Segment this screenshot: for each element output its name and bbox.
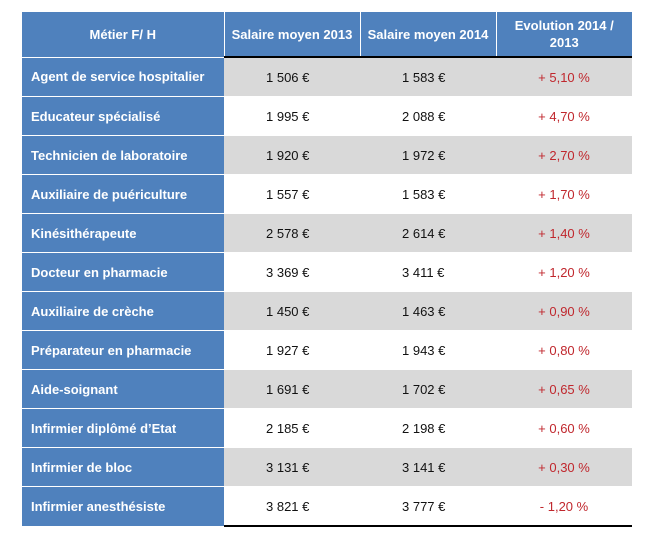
metier-cell: Technicien de laboratoire bbox=[22, 135, 224, 175]
evolution-cell: + 1,70 % bbox=[496, 174, 632, 214]
table-row: Kinésithérapeute 2 578 € 2 614 € + 1,40 … bbox=[22, 213, 632, 253]
salaire-2014-cell: 3 777 € bbox=[360, 486, 496, 527]
table-row: Infirmier de bloc 3 131 € 3 141 € + 0,30… bbox=[22, 447, 632, 487]
table-row: Docteur en pharmacie 3 369 € 3 411 € + 1… bbox=[22, 252, 632, 292]
metier-cell: Docteur en pharmacie bbox=[22, 252, 224, 292]
table-row: Infirmier anesthésiste 3 821 € 3 777 € -… bbox=[22, 486, 632, 527]
table-header-row: Métier F/ H Salaire moyen 2013 Salaire m… bbox=[22, 12, 632, 57]
salaire-2014-cell: 1 463 € bbox=[360, 291, 496, 331]
salaire-2013-cell: 1 450 € bbox=[224, 291, 360, 331]
salaire-2013-cell: 1 691 € bbox=[224, 369, 360, 409]
salaire-2013-cell: 3 369 € bbox=[224, 252, 360, 292]
evolution-cell: + 1,20 % bbox=[496, 252, 632, 292]
metier-cell: Aide-soignant bbox=[22, 369, 224, 409]
table-row: Aide-soignant 1 691 € 1 702 € + 0,65 % bbox=[22, 369, 632, 409]
salaire-2013-cell: 1 927 € bbox=[224, 330, 360, 370]
evolution-cell: + 2,70 % bbox=[496, 135, 632, 175]
table-row: Agent de service hospitalier 1 506 € 1 5… bbox=[22, 56, 632, 97]
evolution-cell: + 0,90 % bbox=[496, 291, 632, 331]
salary-table: Métier F/ H Salaire moyen 2013 Salaire m… bbox=[22, 12, 632, 527]
salaire-2013-cell: 1 920 € bbox=[224, 135, 360, 175]
metier-cell: Infirmier anesthésiste bbox=[22, 486, 224, 526]
salaire-2013-cell: 1 506 € bbox=[224, 56, 360, 97]
evolution-cell: + 0,80 % bbox=[496, 330, 632, 370]
salaire-2014-cell: 1 583 € bbox=[360, 56, 496, 97]
salaire-2013-cell: 2 185 € bbox=[224, 408, 360, 448]
salaire-2014-cell: 1 972 € bbox=[360, 135, 496, 175]
metier-cell: Auxiliaire de crèche bbox=[22, 291, 224, 331]
metier-cell: Infirmier de bloc bbox=[22, 447, 224, 487]
table-row: Infirmier diplômé d’Etat 2 185 € 2 198 €… bbox=[22, 408, 632, 448]
evolution-cell: + 0,30 % bbox=[496, 447, 632, 487]
header-metier: Métier F/ H bbox=[22, 12, 225, 57]
table-row: Auxiliaire de puériculture 1 557 € 1 583… bbox=[22, 174, 632, 214]
salaire-2013-cell: 3 821 € bbox=[224, 486, 360, 527]
metier-cell: Agent de service hospitalier bbox=[22, 56, 224, 97]
evolution-cell: + 0,60 % bbox=[496, 408, 632, 448]
table-row: Educateur spécialisé 1 995 € 2 088 € + 4… bbox=[22, 96, 632, 136]
salaire-2014-cell: 1 702 € bbox=[360, 369, 496, 409]
metier-cell: Auxiliaire de puériculture bbox=[22, 174, 224, 214]
table-row: Auxiliaire de crèche 1 450 € 1 463 € + 0… bbox=[22, 291, 632, 331]
salaire-2013-cell: 3 131 € bbox=[224, 447, 360, 487]
salaire-2014-cell: 3 141 € bbox=[360, 447, 496, 487]
metier-cell: Infirmier diplômé d’Etat bbox=[22, 408, 224, 448]
salaire-2014-cell: 2 614 € bbox=[360, 213, 496, 253]
header-salaire-2013: Salaire moyen 2013 bbox=[224, 12, 361, 57]
salaire-2013-cell: 1 995 € bbox=[224, 96, 360, 136]
salaire-2014-cell: 1 943 € bbox=[360, 330, 496, 370]
header-salaire-2014: Salaire moyen 2014 bbox=[360, 12, 497, 57]
evolution-cell: + 1,40 % bbox=[496, 213, 632, 253]
metier-cell: Kinésithérapeute bbox=[22, 213, 224, 253]
salaire-2013-cell: 1 557 € bbox=[224, 174, 360, 214]
header-evolution: Evolution 2014 / 2013 bbox=[496, 12, 632, 57]
salaire-2014-cell: 3 411 € bbox=[360, 252, 496, 292]
evolution-cell: - 1,20 % bbox=[496, 486, 632, 527]
evolution-cell: + 5,10 % bbox=[496, 56, 632, 97]
metier-cell: Préparateur en pharmacie bbox=[22, 330, 224, 370]
evolution-cell: + 0,65 % bbox=[496, 369, 632, 409]
metier-cell: Educateur spécialisé bbox=[22, 96, 224, 136]
salaire-2014-cell: 2 088 € bbox=[360, 96, 496, 136]
table-row: Technicien de laboratoire 1 920 € 1 972 … bbox=[22, 135, 632, 175]
table-row: Préparateur en pharmacie 1 927 € 1 943 €… bbox=[22, 330, 632, 370]
salaire-2013-cell: 2 578 € bbox=[224, 213, 360, 253]
salaire-2014-cell: 2 198 € bbox=[360, 408, 496, 448]
evolution-cell: + 4,70 % bbox=[496, 96, 632, 136]
salaire-2014-cell: 1 583 € bbox=[360, 174, 496, 214]
